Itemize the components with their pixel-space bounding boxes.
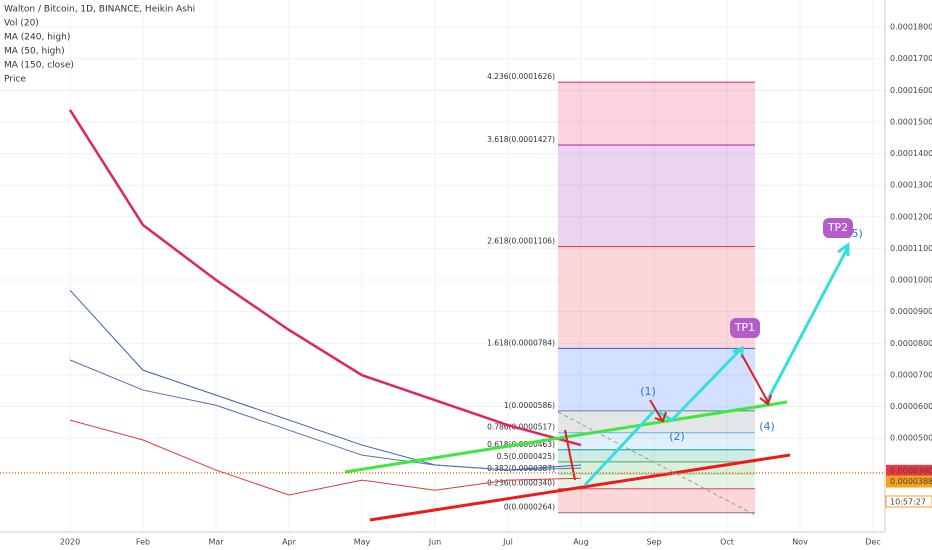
- x-tick-label: Aug: [573, 538, 589, 547]
- x-tick-label: Sep: [646, 538, 661, 547]
- y-tick-label: 0.0000900: [890, 307, 932, 316]
- legend-entry: Price: [4, 75, 26, 85]
- fib-zone: [558, 246, 755, 349]
- wave-arrows-red: [564, 354, 772, 481]
- fib-zone: [558, 488, 755, 513]
- chart-title: Walton / Bitcoin, 1D, BINANCE, Heikin As…: [4, 5, 195, 15]
- fib-label: 1(0.0000586): [504, 401, 555, 410]
- fib-label: 3.618(0.0001427): [487, 135, 555, 144]
- target-label: TP2: [827, 221, 848, 234]
- wave-arrows: [583, 242, 850, 487]
- y-tick-label: 0.0000800: [890, 339, 932, 348]
- x-tick-label: Oct: [720, 538, 734, 547]
- target-bubble: [730, 318, 760, 338]
- fib-label: 0.5(0.0000425): [497, 452, 555, 461]
- fib-label: 0.786(0.0000517): [487, 423, 555, 432]
- legend-entry: MA (150, close): [4, 61, 74, 71]
- countdown-bg: [885, 495, 932, 508]
- y-tick-label: 0.0000600: [890, 402, 932, 411]
- trend-line-lower: [369, 453, 791, 522]
- fib-zone: [558, 473, 755, 489]
- fib-zone: [558, 145, 755, 247]
- y-tick-label: 0.0001700: [890, 54, 932, 63]
- x-tick-label: 2020: [60, 538, 80, 547]
- fib-label: 0(0.0000264): [504, 503, 555, 512]
- grid: [0, 0, 885, 532]
- y-tick-label: 0.0001500: [890, 117, 932, 126]
- fib-label: 2.618(0.0001106): [487, 237, 555, 246]
- y-tick-label: 0.0001800: [890, 23, 932, 32]
- price-label-bg: [886, 464, 932, 477]
- x-tick-label: Dec: [865, 538, 880, 547]
- wave-label: (4): [759, 420, 775, 433]
- target-bubble: [823, 218, 853, 238]
- x-tick-label: Jul: [502, 538, 513, 547]
- series-line: [69, 359, 582, 471]
- fib-label: 0.382(0.0000387): [487, 464, 555, 473]
- x-tick-label: Mar: [208, 538, 224, 547]
- wave-label: (1): [640, 385, 656, 398]
- fib-label: 1.618(0.0000784): [487, 338, 555, 347]
- fib-trend: [557, 411, 756, 516]
- y-tick-label: 0.0001200: [890, 212, 932, 221]
- x-tick-label: Nov: [792, 538, 808, 547]
- x-tick-label: Jun: [428, 538, 442, 547]
- series: [68, 109, 582, 496]
- fib-zone: [558, 449, 755, 462]
- price-label: 0.0000388: [890, 477, 932, 486]
- y-tick-label: 0.0001300: [890, 181, 932, 190]
- x-tick-label: May: [354, 538, 371, 547]
- price-label-bg: [886, 475, 932, 488]
- legend-entry: MA (240, high): [4, 33, 70, 43]
- fib-label: 0.236(0.0000340): [487, 479, 555, 488]
- legend: MA (240, high) MA (50, high) MA (150, clos…: [4, 33, 74, 85]
- fib-label: 4.236(0.0001626): [487, 72, 555, 81]
- indicator: Vol (20): [4, 19, 39, 29]
- x-tick-label: Apr: [282, 538, 297, 547]
- y-tick-label: 0.0000500: [890, 434, 932, 443]
- price-label: 0.0000390: [890, 466, 932, 475]
- wave-label: (2): [669, 430, 685, 443]
- y-tick-label: 0.0000700: [890, 370, 932, 379]
- x-tick-label: Feb: [136, 538, 150, 547]
- series-line: [68, 109, 582, 447]
- target-label: TP1: [734, 321, 755, 334]
- y-tick-label: 0.0001600: [890, 86, 932, 95]
- y-tick-label: 0.0001000: [890, 276, 932, 285]
- fib-zone: [558, 348, 755, 411]
- y-tick-label: 0.0001100: [890, 244, 932, 253]
- series-line: [69, 419, 582, 496]
- y-tick-label: 0.0001400: [890, 149, 932, 158]
- price-axis: [885, 0, 932, 550]
- countdown: 10:57:27: [890, 498, 926, 507]
- fib-zone: [558, 82, 755, 146]
- legend-entry: MA (50, high): [4, 47, 65, 57]
- fib-zone: [558, 461, 755, 474]
- fib-zone: [558, 432, 755, 450]
- axes: 0.0000500 0.0000600 0.0000700 0.0000800 0.00…: [0, 23, 932, 547]
